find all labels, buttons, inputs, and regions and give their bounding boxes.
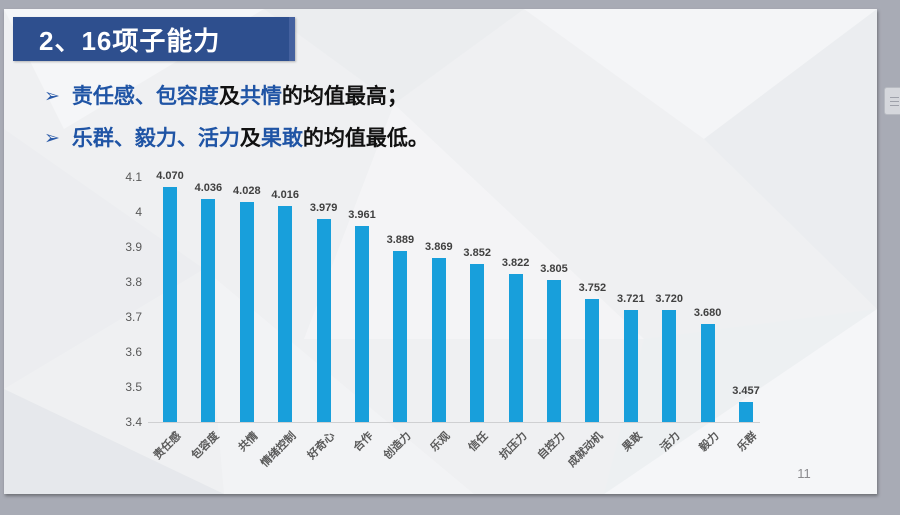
x-axis-category-label: 共情 — [236, 430, 261, 455]
bullet-text-segment: 及 — [239, 127, 261, 150]
y-axis-tick-label: 4 — [135, 205, 142, 219]
vertical-scrollbar-thumb[interactable] — [884, 87, 900, 115]
bar-value-label: 3.852 — [463, 247, 491, 259]
bullet-list: ➢ 责任感、包容度及共情的均值最高； ➢ 乐群、毅力、活力及果敢的均值最低。 — [44, 83, 684, 167]
x-axis-category-label: 抗压力 — [497, 430, 530, 462]
bar-创造力 — [393, 251, 408, 422]
y-axis-tick-label: 3.4 — [125, 415, 142, 429]
bar-value-label: 3.752 — [578, 282, 607, 294]
bar-value-label: 3.889 — [386, 234, 415, 246]
bar-chart: 4.1 4 3.9 3.8 3.7 3.6 3.5 3.4 4.070 责任感 4.036 包容度 4.… — [4, 9, 877, 494]
y-axis-tick-label: 3.8 — [125, 275, 142, 289]
x-axis-category-label: 毅力 — [697, 430, 722, 455]
x-axis-category-label: 情绪控制 — [259, 430, 299, 470]
bullet-text-segment: 的均值最低。 — [302, 127, 429, 150]
bullet-item: ➢ 责任感、包容度及共情的均值最高； — [44, 83, 684, 111]
y-axis-tick-label: 4.1 — [125, 170, 142, 184]
bar-情绪控制 — [278, 206, 293, 422]
bar-自控力 — [547, 280, 561, 422]
slide-title-box: 2、16项子能力 — [13, 17, 295, 61]
x-axis-category-label: 果敢 — [620, 430, 645, 455]
bar-成就动机 — [585, 299, 600, 422]
x-axis-category-label: 包容度 — [190, 430, 222, 462]
bar-value-label: 3.805 — [540, 263, 568, 275]
bar-共情 — [239, 202, 254, 422]
x-axis-category-label: 创造力 — [382, 430, 414, 462]
bar-value-label: 3.961 — [348, 209, 376, 221]
bar-value-label: 3.721 — [617, 293, 645, 305]
bar-合作 — [355, 226, 369, 422]
bullet-arrow-icon: ➢ — [44, 86, 60, 107]
bullet-text-segment: 及 — [218, 85, 240, 108]
x-axis-category-label: 成就动机 — [566, 430, 606, 470]
bar-value-label: 4.036 — [194, 182, 223, 194]
x-axis-category-label: 活力 — [658, 430, 683, 455]
x-axis-category-label: 乐观 — [428, 430, 453, 455]
x-axis-category-label: 合作 — [351, 430, 376, 455]
bar-value-label: 3.822 — [501, 257, 530, 269]
bar-果敢 — [623, 310, 638, 422]
bar-value-label: 3.979 — [309, 202, 338, 214]
bar-活力 — [662, 310, 677, 422]
page-number: 11 — [797, 466, 811, 481]
x-axis-category-label: 自控力 — [535, 430, 568, 462]
bullet-text-segment: 责任感、包容度 — [71, 85, 219, 108]
bullet-text-segment: 果敢 — [260, 127, 303, 150]
bullet-text-segment: 共情 — [239, 85, 282, 108]
y-axis-tick-label: 3.5 — [125, 380, 142, 394]
bullet-text: 责任感、包容度及共情的均值最高； — [72, 83, 408, 111]
bar-好奇心 — [316, 219, 331, 422]
bar-信任 — [470, 264, 485, 422]
bullet-item: ➢ 乐群、毅力、活力及果敢的均值最低。 — [44, 125, 684, 153]
bar-value-label: 4.016 — [271, 189, 299, 201]
bar-毅力 — [700, 324, 715, 422]
x-axis-line — [148, 422, 760, 423]
x-axis-category-label: 好奇心 — [305, 430, 338, 462]
bar-value-label: 4.070 — [156, 170, 184, 182]
slide-title: 2、16项子能力 — [39, 25, 221, 56]
bar-抗压力 — [508, 274, 523, 422]
grip-lines-icon — [889, 96, 899, 106]
bar-value-label: 3.457 — [732, 385, 760, 397]
bar-包容度 — [201, 199, 216, 422]
bar-value-label: 3.680 — [693, 307, 722, 319]
bullet-arrow-icon: ➢ — [44, 128, 60, 149]
x-axis-category-label: 信任 — [466, 430, 491, 455]
x-axis-category-label: 责任感 — [151, 430, 184, 462]
bullet-text-segment: 的均值最高； — [281, 85, 408, 108]
y-axis-tick-label: 3.7 — [125, 310, 142, 324]
x-axis-category-label: 乐群 — [735, 430, 760, 455]
bar-责任感 — [163, 187, 177, 422]
y-axis-tick-label: 3.9 — [125, 240, 142, 254]
slide-canvas: 2、16项子能力 ➢ 责任感、包容度及共情的均值最高； ➢ 乐群、毅力、活力及果敢的均… — [4, 9, 877, 494]
bar-value-label: 3.720 — [655, 293, 683, 305]
y-axis-tick-label: 3.6 — [125, 345, 142, 359]
bar-乐群 — [739, 402, 753, 422]
bar-value-label: 4.028 — [233, 185, 261, 197]
bar-value-label: 3.869 — [425, 241, 453, 253]
bar-乐观 — [431, 258, 446, 422]
bullet-text: 乐群、毅力、活力及果敢的均值最低。 — [72, 125, 429, 153]
bullet-text-segment: 乐群、毅力、活力 — [71, 127, 240, 150]
